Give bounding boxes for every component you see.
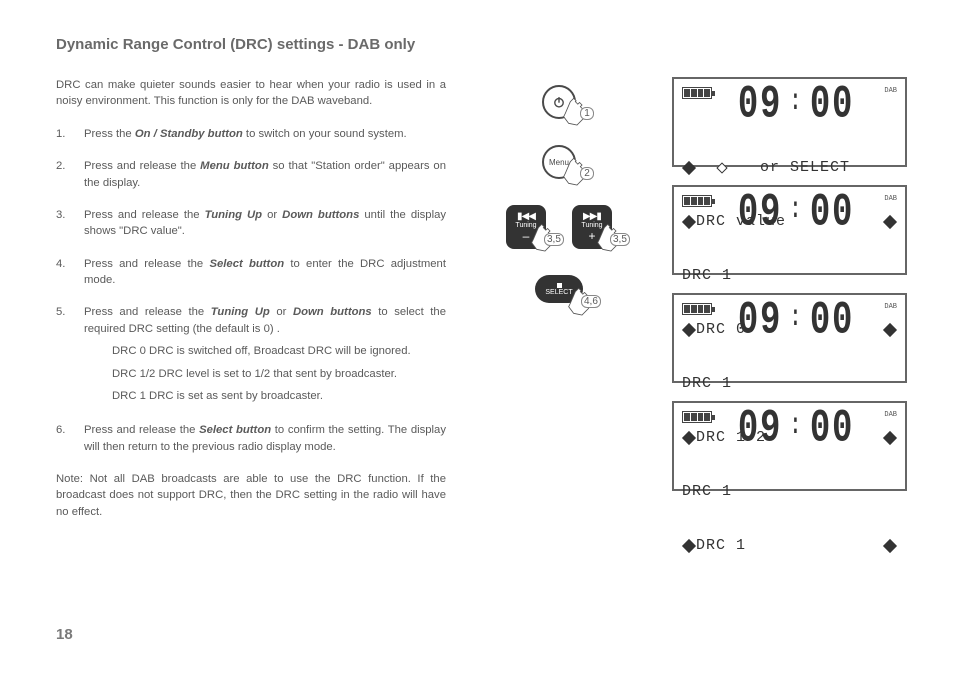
battery-icon: [682, 87, 712, 99]
lcd-screens: 09:00 DAB or SELECT DRC value 09:00 DAB …: [672, 77, 914, 520]
intro-text: DRC can make quieter sounds easier to he…: [56, 77, 446, 110]
lcd-line: or SELECT: [730, 159, 850, 177]
step-subitem: DRC 1/2 DRC level is set to 1/2 that sen…: [112, 366, 446, 382]
battery-icon: [682, 195, 712, 207]
lcd-time: 09:00: [734, 407, 858, 447]
lcd-screen-4: 09:00 DAB DRC 1 DRC 1: [672, 401, 907, 491]
step-item: 6.Press and release the Select button to…: [56, 422, 446, 455]
step-subitem: DRC 0 DRC is switched off, Broadcast DRC…: [112, 343, 446, 359]
lcd-screen-2: 09:00 DAB DRC 1 DRC 0: [672, 185, 907, 275]
callout-35a: 3,5: [544, 233, 564, 246]
instruction-column: DRC can make quieter sounds easier to he…: [56, 77, 446, 520]
step-item: 1.Press the On / Standby button to switc…: [56, 126, 446, 142]
callout-1: 1: [580, 107, 594, 120]
step-item: 5.Press and release the Tuning Up or Dow…: [56, 304, 446, 406]
menu-button-diagram: Menu 2: [542, 145, 576, 179]
steps-list: 1.Press the On / Standby button to switc…: [56, 126, 446, 455]
lcd-screen-1: 09:00 DAB or SELECT DRC value: [672, 77, 907, 167]
lcd-time: 09:00: [734, 83, 858, 123]
stop-icon: [557, 283, 562, 288]
lcd-line: DRC 1: [682, 483, 732, 501]
mode-label: DAB: [884, 87, 897, 95]
step-item: 4.Press and release the Select button to…: [56, 256, 446, 289]
step-item: 2.Press and release the Menu button so t…: [56, 158, 446, 191]
lcd-time: 09:00: [734, 191, 858, 231]
mode-label: DAB: [884, 195, 897, 203]
callout-46: 4,6: [581, 295, 601, 308]
page-number: 18: [56, 626, 73, 643]
lcd-line: DRC 1: [682, 375, 732, 393]
lcd-line: DRC 1: [696, 537, 746, 555]
battery-icon: [682, 303, 712, 315]
page-title: Dynamic Range Control (DRC) settings - D…: [56, 36, 914, 53]
power-button-diagram: 1: [542, 85, 576, 119]
lcd-time: 09:00: [734, 299, 858, 339]
step-item: 3.Press and release the Tuning Up or Dow…: [56, 207, 446, 240]
callout-2: 2: [580, 167, 594, 180]
tuning-buttons-diagram: ▮◀◀ Tuning – 3,5 ▶▶▮ Tuning + 3,5: [506, 205, 612, 249]
step-subitem: DRC 1 DRC is set as sent by broadcaster.: [112, 388, 446, 404]
mode-label: DAB: [884, 303, 897, 311]
mode-label: DAB: [884, 411, 897, 419]
lcd-line: DRC 1: [682, 267, 732, 285]
select-button-diagram: SELECT 4,6: [535, 275, 583, 303]
battery-icon: [682, 411, 712, 423]
lcd-screen-3: 09:00 DAB DRC 1 DRC 1/2: [672, 293, 907, 383]
note-text: Note: Not all DAB broadcasts are able to…: [56, 471, 446, 520]
button-diagrams: 1 Menu 2 ▮◀◀ Tuning – 3,5: [464, 77, 654, 520]
callout-35b: 3,5: [610, 233, 630, 246]
